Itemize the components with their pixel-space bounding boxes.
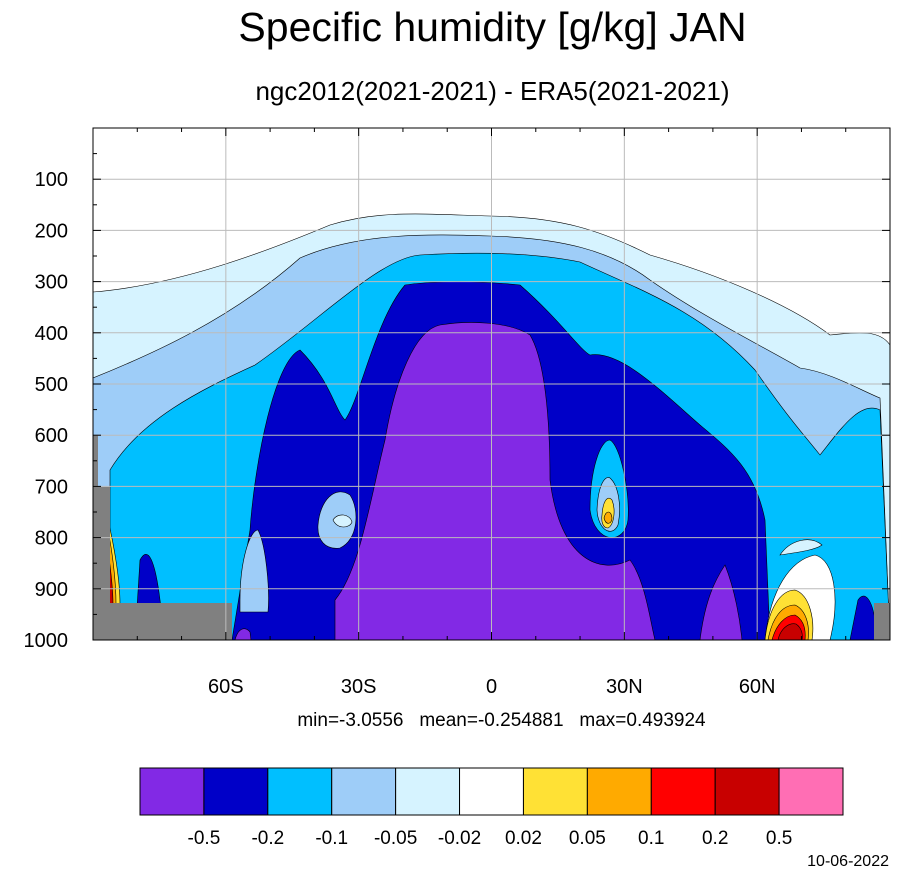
colorbar-swatch	[331, 767, 397, 816]
stats-line: min=-3.0556 mean=-0.254881 max=0.493924	[0, 710, 901, 732]
axis-ticks	[93, 128, 890, 641]
colorbar-swatch	[778, 767, 844, 816]
colorbar-label: 0.1	[638, 828, 664, 849]
y-tick-label: 700	[35, 476, 68, 498]
band-minus-0-5-right	[699, 564, 743, 640]
colorbar-label: -0.2	[251, 828, 284, 849]
band-minus-0-5	[334, 322, 656, 640]
x-axis-labels: 60S 30S 0 30N 60N	[208, 676, 775, 698]
x-tick-label: 30N	[606, 676, 643, 698]
colorbar-label: 0.05	[569, 828, 606, 849]
y-tick-label: 400	[35, 323, 68, 345]
colorbar-label: 0.02	[505, 828, 542, 849]
band-minus-0-5-left	[234, 628, 252, 640]
y-tick-label: 200	[35, 220, 68, 242]
y-tick-label: 600	[35, 425, 68, 447]
date-stamp: 10-06-2022	[807, 853, 889, 870]
colorbar-label: -0.1	[315, 828, 348, 849]
colorbar-labels: -0.5 -0.2 -0.1 -0.05 -0.02 0.02 0.05 0.1 0.2 0.5	[188, 828, 793, 849]
y-tick-label: 100	[35, 169, 68, 191]
colorbar-swatch	[139, 767, 205, 816]
stat-min: min=-3.0556	[297, 710, 404, 731]
colorbar-label: 0.2	[702, 828, 728, 849]
colorbar-swatch	[459, 767, 524, 816]
y-tick-label: 800	[35, 528, 68, 550]
grid-lines	[93, 128, 890, 640]
missing-topography-right	[874, 603, 890, 640]
y-tick-label: 500	[35, 374, 68, 396]
missing-topography-left	[93, 435, 232, 640]
island-30s-inner	[332, 514, 353, 528]
cluster-60n-lightcyan	[779, 539, 823, 556]
y-tick-label: 1000	[24, 630, 69, 652]
colorbar-label: -0.05	[374, 828, 417, 849]
colorbar-swatch	[650, 767, 716, 816]
stat-mean: mean=-0.254881	[419, 710, 564, 731]
y-axis-labels: 100 200 300 400 500 600 700 800 900 1000	[24, 169, 69, 652]
x-tick-label: 30S	[341, 676, 377, 698]
colorbar-swatch	[586, 767, 652, 816]
chart-subtitle: ngc2012(2021-2021) - ERA5(2021-2021)	[255, 76, 730, 106]
colorbar-swatch	[267, 767, 333, 816]
island-60s	[239, 529, 269, 613]
colorbar	[139, 767, 844, 816]
contour-fill-layer	[93, 128, 890, 640]
colorbar-swatch	[714, 767, 780, 816]
colorbar-swatch	[522, 767, 588, 816]
y-tick-label: 900	[35, 579, 68, 601]
cluster-60n-darkred	[777, 623, 803, 640]
colorbar-swatch	[395, 767, 461, 816]
x-tick-label: 0	[486, 676, 497, 698]
stat-max: max=0.493924	[579, 710, 706, 731]
y-tick-label: 300	[35, 272, 68, 294]
colorbar-label: -0.5	[188, 828, 221, 849]
chart-title: Specific humidity [g/kg] JAN	[238, 4, 747, 50]
colorbar-label: 0.5	[766, 828, 792, 849]
x-tick-label: 60S	[208, 676, 244, 698]
colorbar-swatch	[203, 767, 269, 816]
colorbar-label: -0.02	[438, 828, 481, 849]
x-tick-label: 60N	[739, 676, 776, 698]
island-30n-core	[603, 511, 613, 524]
